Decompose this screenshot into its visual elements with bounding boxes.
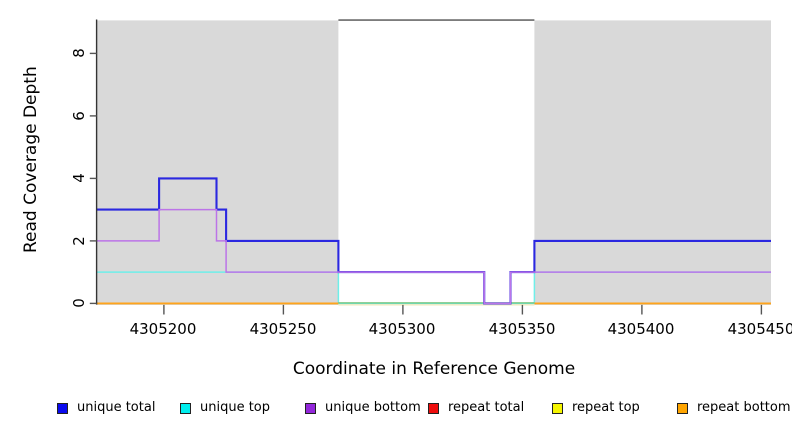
legend-swatch-unique-total xyxy=(57,403,68,414)
legend-swatch-repeat-bottom xyxy=(677,403,688,414)
y-tick-label-8: 8 xyxy=(70,48,88,59)
legend-label-unique-total: unique total xyxy=(77,400,156,415)
x-tick-label-4305350: 4305350 xyxy=(488,320,556,338)
x-tick-label-4305400: 4305400 xyxy=(607,320,675,338)
y-tick-label-6: 6 xyxy=(70,111,88,121)
legend-label-unique-top: unique top xyxy=(200,400,271,415)
y-tick-label-2: 2 xyxy=(70,236,88,246)
x-tick-label-4305200: 4305200 xyxy=(129,320,197,338)
legend-swatch-unique-top xyxy=(180,403,191,414)
legend-label-repeat-total: repeat total xyxy=(448,400,525,415)
legend-label-repeat-top: repeat top xyxy=(572,400,640,415)
y-tick-label-0: 0 xyxy=(70,298,88,309)
legend-swatch-repeat-top xyxy=(552,403,563,414)
x-axis-title: Coordinate in Reference Genome xyxy=(292,359,576,379)
legend-swatch-unique-bottom xyxy=(305,403,316,414)
x-tick-label-4305250: 4305250 xyxy=(249,320,317,338)
y-axis-title: Read Coverage Depth xyxy=(21,66,41,253)
x-tick-label-4305300: 4305300 xyxy=(368,320,436,338)
series-line-unique-bottom xyxy=(97,208,771,305)
x-tick-label-4305450: 4305450 xyxy=(727,320,792,338)
legend-swatch-repeat-total xyxy=(428,403,439,414)
unique-region-shade-left xyxy=(97,20,339,306)
unique-region-shade-right xyxy=(534,20,771,306)
y-tick-label-4: 4 xyxy=(70,173,88,184)
legend-label-repeat-bottom: repeat bottom xyxy=(697,400,791,415)
legend-label-unique-bottom: unique bottom xyxy=(325,400,421,415)
